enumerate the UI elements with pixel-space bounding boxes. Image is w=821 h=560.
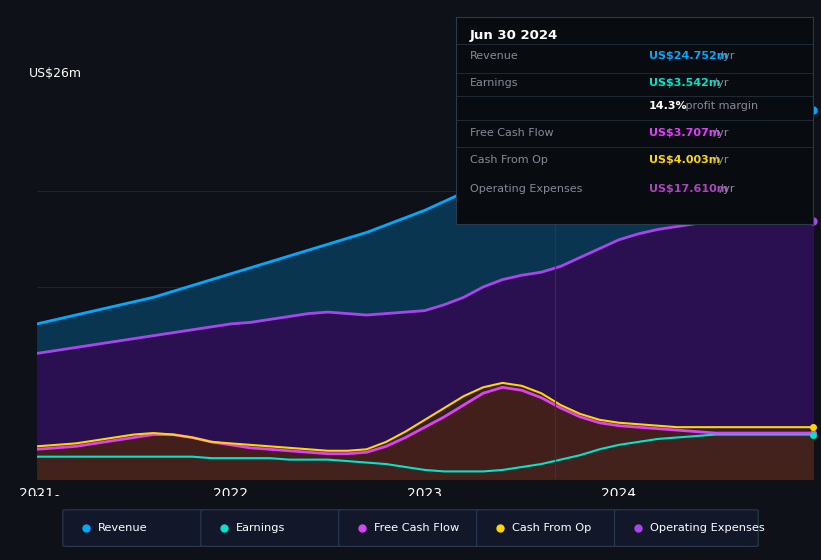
Text: profit margin: profit margin	[682, 101, 759, 111]
Text: Revenue: Revenue	[470, 51, 519, 61]
Text: 14.3%: 14.3%	[649, 101, 687, 111]
Text: Earnings: Earnings	[470, 78, 518, 88]
FancyBboxPatch shape	[62, 510, 206, 547]
Text: Operating Expenses: Operating Expenses	[470, 184, 582, 194]
Text: US$3.707m: US$3.707m	[649, 128, 720, 138]
Text: US$4.003m: US$4.003m	[649, 155, 720, 165]
Text: US$3.542m: US$3.542m	[649, 78, 720, 88]
Text: Operating Expenses: Operating Expenses	[650, 523, 764, 533]
FancyBboxPatch shape	[476, 510, 621, 547]
FancyBboxPatch shape	[614, 510, 759, 547]
Text: Cash From Op: Cash From Op	[470, 155, 548, 165]
Text: US$26m: US$26m	[30, 67, 82, 80]
Text: US$24.752m: US$24.752m	[649, 51, 727, 61]
Text: /yr: /yr	[709, 128, 728, 138]
Text: /yr: /yr	[717, 184, 735, 194]
Text: US$17.610m: US$17.610m	[649, 184, 727, 194]
Text: Jun 30 2024: Jun 30 2024	[470, 29, 558, 42]
Text: /yr: /yr	[717, 51, 735, 61]
Text: Revenue: Revenue	[98, 523, 148, 533]
Text: /yr: /yr	[709, 78, 728, 88]
Text: US$0: US$0	[30, 494, 62, 507]
Text: Earnings: Earnings	[236, 523, 286, 533]
Text: Free Cash Flow: Free Cash Flow	[374, 523, 459, 533]
FancyBboxPatch shape	[338, 510, 482, 547]
Text: Free Cash Flow: Free Cash Flow	[470, 128, 553, 138]
FancyBboxPatch shape	[200, 510, 344, 547]
Text: Cash From Op: Cash From Op	[512, 523, 591, 533]
Text: /yr: /yr	[709, 155, 728, 165]
